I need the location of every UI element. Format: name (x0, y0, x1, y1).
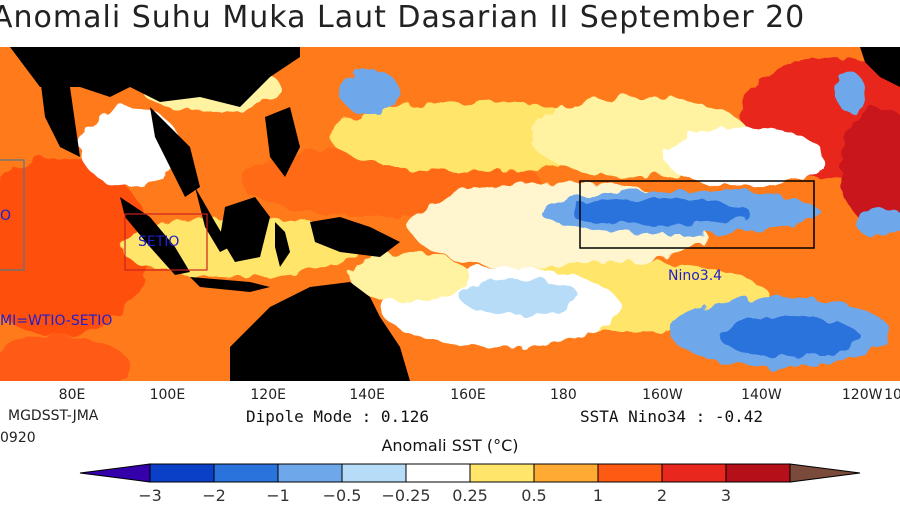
colorbar-tick-label: −3 (138, 486, 162, 505)
lon-label: 10 (884, 387, 900, 403)
colorbar-title: Anomali SST (°C) (381, 436, 519, 455)
lon-label: 120E (250, 387, 286, 403)
land-americas (860, 47, 900, 87)
lon-label: 160E (450, 387, 486, 403)
dmi-label: MI=WTIO-SETIO (0, 313, 113, 329)
land-indochina (150, 107, 200, 197)
map-title: Anomali Suhu Muka Laut Dasarian II Septe… (0, 0, 806, 35)
colorbar-segment (661, 463, 727, 483)
data-source: MGDSST-JMA (8, 408, 99, 424)
lon-label: 100E (149, 387, 186, 403)
land-sulawesi (275, 222, 290, 267)
colorbar-tick-label: 0.5 (521, 486, 547, 505)
lon-label: 140W (741, 387, 782, 403)
colorbar (79, 463, 861, 483)
land-philippines (265, 107, 300, 177)
colorbar-segment (149, 463, 215, 483)
colorbar-segment (533, 463, 599, 483)
colorbar-segment (789, 463, 861, 483)
colorbar-segment (725, 463, 791, 483)
colorbar-segment (213, 463, 279, 483)
land-india (40, 77, 80, 157)
land-new-guinea (310, 217, 400, 257)
colorbar-tick-label: 3 (720, 486, 732, 505)
colorbar-segment (405, 463, 471, 483)
colorbar-segment (341, 463, 407, 483)
colorbar-tick-label: −0.5 (322, 486, 362, 505)
wtio-box (0, 159, 25, 271)
land-asia-north (0, 47, 300, 107)
lon-label: 180 (550, 387, 577, 403)
colorbar-segment (597, 463, 663, 483)
colorbar-tick-label: 1 (592, 486, 604, 505)
lon-label: 120W (841, 387, 883, 403)
data-date: 0920 (0, 430, 36, 446)
colorbar-tick-label: −0.25 (381, 486, 431, 505)
nino34-label: Nino3.4 (668, 268, 723, 284)
land-borneo (220, 197, 270, 262)
lon-label: 80E (58, 387, 86, 403)
lon-label: 140E (349, 387, 385, 403)
setio-label: SETIO (138, 234, 180, 250)
lon-label: 160W (642, 387, 683, 403)
land-sumatra (120, 197, 190, 275)
colorbar-segment (79, 463, 151, 483)
ssta-nino34-value: SSTA Nino34 : -0.42 (580, 407, 764, 426)
wtio-label: O (0, 208, 12, 224)
sst-anomaly-map (0, 47, 900, 381)
colorbar-tick-label: 0.25 (452, 486, 488, 505)
land-java (190, 277, 270, 292)
dipole-mode-value: Dipole Mode : 0.126 (246, 407, 430, 426)
colorbar-tick-label: −1 (266, 486, 290, 505)
land-australia (230, 282, 410, 381)
colorbar-tick-label: 2 (656, 486, 668, 505)
setio-box (124, 213, 208, 271)
colorbar-tick-label: −2 (202, 486, 226, 505)
colorbar-segment (469, 463, 535, 483)
nino34-box (579, 180, 815, 249)
colorbar-segment (277, 463, 343, 483)
land-masses (0, 47, 900, 381)
